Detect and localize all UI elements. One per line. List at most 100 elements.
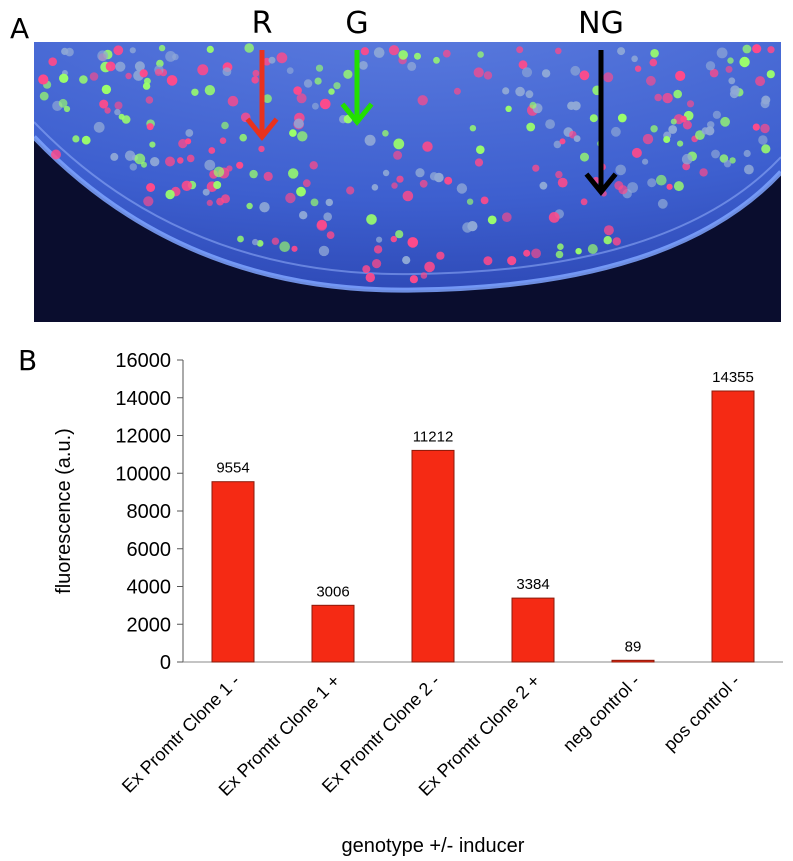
colony-dot (557, 177, 568, 188)
colony-dot (548, 212, 560, 223)
colony-dot (743, 149, 751, 158)
colony-dot (165, 156, 175, 167)
colony-dot (555, 250, 564, 259)
colony-dot (79, 75, 88, 84)
colony-dot (154, 68, 163, 76)
colony-dot (742, 44, 752, 54)
colony-dot (256, 240, 264, 247)
colony-dot (373, 245, 383, 254)
agar-plate-photo (34, 42, 781, 322)
colony-dot (326, 231, 335, 240)
colony-dot (477, 51, 484, 58)
colony-dot (309, 161, 318, 170)
colony-dot (728, 77, 736, 85)
colony-dot (373, 47, 385, 58)
colony-dot (114, 101, 123, 110)
data-label: 3006 (316, 583, 349, 600)
colony-dot (48, 57, 57, 66)
colony-dot (417, 95, 428, 106)
colony-dot (259, 202, 270, 213)
colony-dot (101, 84, 112, 95)
colony-dot (480, 196, 489, 205)
colony-dot (611, 126, 621, 137)
colony-dot (666, 183, 673, 190)
colony-dot (360, 47, 369, 56)
colony-dot (474, 158, 484, 167)
colony-dot (222, 67, 232, 76)
colony-dot (603, 72, 614, 83)
colony-dot (729, 157, 736, 164)
bar (411, 449, 455, 663)
colony-dot (766, 70, 775, 79)
colony-dot (767, 46, 775, 54)
colony-dot (647, 178, 657, 188)
colony-dot (315, 64, 324, 72)
colony-dot (372, 259, 382, 269)
colony-dot (761, 144, 771, 154)
colony-dot (407, 61, 417, 71)
colony-dot (388, 45, 400, 56)
data-label: 3384 (516, 576, 549, 593)
colony-dot (723, 160, 732, 168)
colony-dot (110, 152, 119, 161)
colony-dot (654, 93, 662, 102)
y-tick-label: 16000 (115, 350, 171, 372)
colony-dot (99, 99, 109, 109)
colony-dot (682, 162, 691, 171)
colony-dot (523, 249, 531, 257)
colony-dot (575, 248, 582, 255)
colony-dot (727, 57, 734, 64)
colony-dot (134, 153, 146, 165)
colony-dot (390, 235, 397, 243)
colony-dot (631, 147, 642, 158)
x-tick-label: pos control - (660, 671, 744, 755)
colony-dot (515, 86, 525, 97)
colony-dot (165, 189, 175, 200)
colony-dot (567, 101, 576, 110)
colony-dot (177, 157, 184, 164)
colony-dot (312, 102, 319, 110)
colony-dot (208, 147, 216, 154)
colony-dot (424, 261, 435, 273)
colony-dot (505, 105, 512, 112)
colony-dot (113, 45, 124, 56)
y-tick-label: 14000 (115, 388, 171, 410)
data-label: 14355 (712, 369, 754, 386)
colony-dot (744, 164, 754, 175)
colony-dot (146, 123, 154, 131)
colony-dot (579, 70, 590, 81)
colony-dot (333, 82, 341, 90)
colony-dot (314, 77, 322, 85)
colony-dot (197, 64, 209, 76)
colony-dot (302, 179, 311, 188)
colony-dot (63, 105, 71, 113)
colony-dot (398, 50, 409, 60)
plate-rim-inner (34, 121, 781, 276)
x-tick-label: neg control - (559, 671, 644, 756)
colony-dot (271, 237, 280, 245)
colony-dot (204, 85, 216, 96)
y-tick-label: 4000 (127, 577, 172, 599)
colony-dot (237, 235, 244, 243)
colony-dot (59, 73, 69, 83)
agar-surface (34, 42, 781, 291)
panel-b-letter: B (18, 344, 38, 377)
colony-dot (72, 135, 80, 143)
colony-dot (662, 92, 673, 104)
bar (311, 604, 355, 663)
colony-dot (716, 47, 728, 59)
y-tick-label: 8000 (127, 501, 172, 523)
data-label: 11212 (413, 428, 454, 445)
colony-dot (617, 113, 627, 123)
colony-dot (249, 169, 258, 179)
colony-dot (603, 225, 614, 236)
colony-dot (166, 75, 178, 86)
colony-dot (758, 135, 768, 145)
colony-dot (105, 61, 116, 72)
y-tick-label: 10000 (115, 463, 171, 485)
colony-dot (320, 98, 331, 110)
colony-dot (587, 244, 598, 254)
colony-dot (711, 149, 720, 159)
colony-dot (325, 198, 333, 207)
colony-dot (516, 46, 524, 54)
